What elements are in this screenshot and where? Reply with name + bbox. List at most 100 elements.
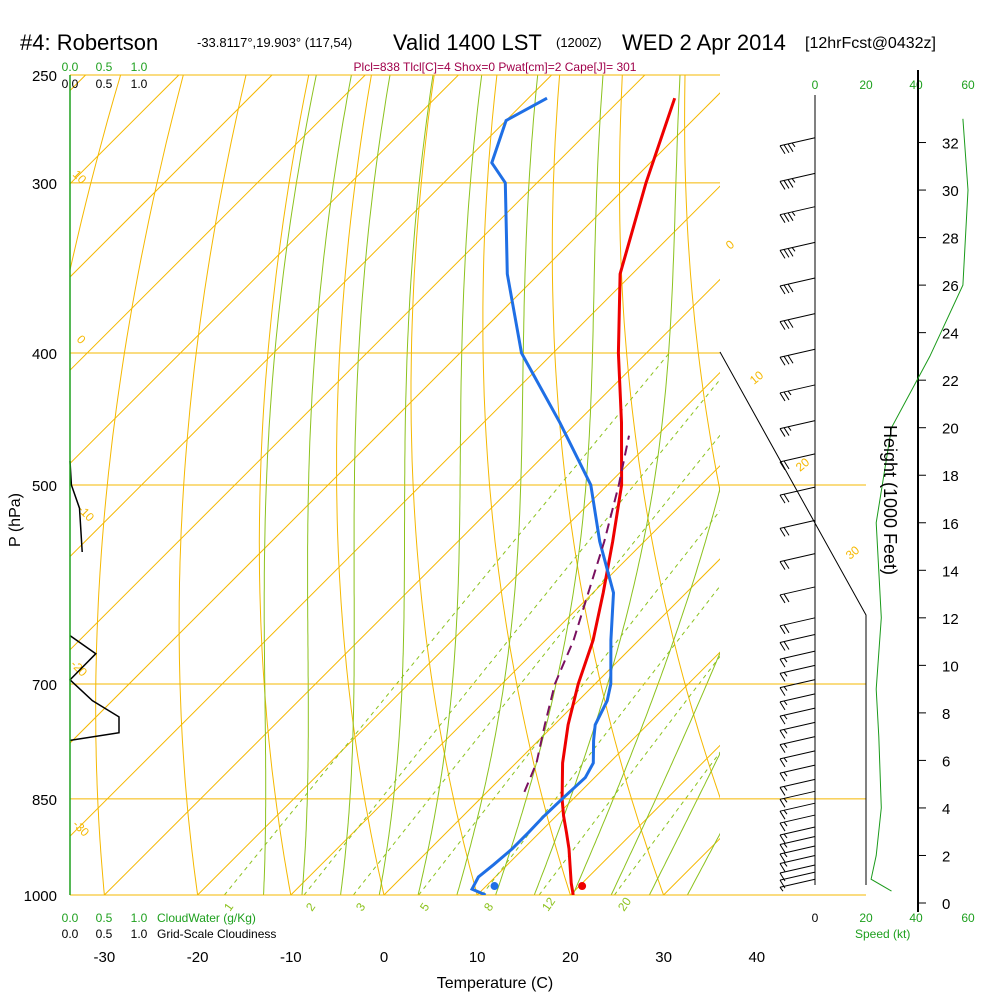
wind-barb-half-flag bbox=[783, 786, 788, 791]
wind-barb-half-flag bbox=[779, 886, 784, 892]
speed-scale-top: 40 bbox=[909, 78, 923, 92]
forecast-run: [12hrFcst@0432z] bbox=[805, 35, 936, 52]
wind-barb-half-flag bbox=[787, 426, 792, 431]
isotherm-label: 0 bbox=[723, 237, 737, 252]
mixing-ratio-line bbox=[224, 352, 670, 895]
dry-adiabat-line bbox=[336, 75, 385, 895]
wind-barb-flag bbox=[783, 427, 790, 436]
height-tick-label: 8 bbox=[942, 706, 950, 723]
sounding-profiles bbox=[469, 96, 677, 895]
speed-scale-bottom: 60 bbox=[961, 911, 975, 925]
utc-time: (1200Z) bbox=[556, 35, 602, 50]
wind-barb-flag bbox=[787, 248, 794, 257]
wind-barb bbox=[779, 864, 816, 882]
isotherm-label: 30 bbox=[843, 543, 862, 563]
wind-barb-flag bbox=[779, 744, 786, 753]
wind-barb-flag bbox=[779, 853, 786, 863]
wind-barb-half-flag bbox=[791, 178, 796, 183]
wind-barb-flag bbox=[779, 428, 786, 437]
wind-barb-flag bbox=[779, 494, 786, 504]
cloudwater-scale-top: 1.0 bbox=[131, 60, 148, 74]
wind-barb-staff bbox=[779, 845, 816, 855]
wind-barb bbox=[779, 172, 816, 190]
wind-barb-flag bbox=[779, 392, 786, 402]
wind-barb-flag bbox=[783, 144, 790, 154]
wind-barb-staff bbox=[779, 750, 816, 760]
wind-barb-flag bbox=[779, 357, 786, 366]
wind-barb-flag bbox=[779, 687, 786, 696]
mixing-ratio-label: 5 bbox=[417, 900, 432, 914]
pressure-tick-label: 250 bbox=[32, 68, 57, 85]
temperature-tick-label: 10 bbox=[469, 949, 486, 966]
speed-scale-top: 0 bbox=[812, 78, 819, 92]
moist-adiabat-line bbox=[709, 51, 1000, 924]
wind-barb-flag bbox=[779, 461, 786, 471]
mixing-ratio-label: 2 bbox=[303, 900, 318, 914]
station-title: #4: Robertson bbox=[20, 30, 158, 55]
wind-barb-flag bbox=[779, 658, 786, 668]
mixing-ratio-label: 3 bbox=[353, 900, 368, 914]
wind-barb-flag bbox=[779, 715, 786, 725]
moist-adiabat-line bbox=[495, 75, 604, 895]
parcel-line bbox=[523, 435, 630, 793]
wind-barb-flag bbox=[783, 560, 790, 569]
wind-barb-flag bbox=[779, 772, 786, 782]
pressure-tick-label: 850 bbox=[32, 792, 57, 809]
dry-adiabat-line bbox=[410, 75, 478, 895]
wind-barb-flag bbox=[779, 285, 786, 295]
wind-barb bbox=[779, 384, 816, 402]
wind-barb bbox=[779, 617, 816, 635]
height-tick-label: 0 bbox=[942, 896, 950, 913]
wind-barb bbox=[779, 241, 816, 259]
height-tick-label: 4 bbox=[942, 801, 950, 818]
wind-barb-staff bbox=[779, 553, 816, 563]
moist-adiabat-line bbox=[610, 651, 720, 895]
speed-scale-bottom: 40 bbox=[909, 911, 923, 925]
wind-barb-flag bbox=[787, 143, 794, 153]
wind-barb-staff bbox=[779, 420, 816, 430]
isobar-lines bbox=[70, 74, 866, 896]
wind-barb-flag bbox=[783, 391, 790, 401]
wind-barb-staff bbox=[779, 802, 816, 812]
mixing-ratio-label: 12 bbox=[539, 894, 558, 913]
wind-barb-flag bbox=[783, 493, 790, 503]
wind-barb-staff bbox=[779, 348, 816, 358]
wind-barb-flag bbox=[779, 844, 786, 853]
temperature-tick-label: 30 bbox=[655, 949, 672, 966]
wind-barb bbox=[779, 453, 816, 471]
wind-barb bbox=[779, 679, 816, 696]
height-tick-label: 26 bbox=[942, 278, 959, 295]
wind-barb-flag bbox=[779, 787, 786, 796]
wind-barb bbox=[779, 778, 816, 796]
height-tick-label: 6 bbox=[942, 753, 950, 770]
moist-adiabat-line bbox=[378, 75, 434, 895]
wind-barb-staff bbox=[779, 586, 816, 596]
thermo-grid bbox=[70, 51, 1000, 924]
wind-barb bbox=[779, 313, 816, 330]
wind-barb-half-flag bbox=[783, 757, 788, 763]
wind-barb-flag bbox=[779, 561, 786, 570]
dry-adiabat-line bbox=[996, 51, 1000, 924]
wind-barb bbox=[779, 486, 816, 504]
wind-barb-flag bbox=[783, 356, 790, 365]
surface-temperature-point bbox=[578, 882, 587, 891]
wind-barb-flag bbox=[783, 284, 790, 294]
wind-barb bbox=[779, 802, 816, 820]
dry-adiabat-label: 10 bbox=[70, 167, 90, 187]
wind-barb-half-flag bbox=[791, 247, 796, 252]
height-tick-label: 32 bbox=[942, 136, 959, 153]
wind-barb bbox=[779, 845, 816, 863]
wind-barb-flag bbox=[787, 283, 794, 293]
wind-barb-flag bbox=[779, 863, 786, 872]
wind-barb bbox=[779, 736, 816, 753]
speed-scale-top: 60 bbox=[961, 78, 975, 92]
wind-barb bbox=[779, 854, 816, 872]
wind-barb-flag bbox=[787, 319, 794, 328]
temperature-tick-label: -10 bbox=[280, 949, 302, 966]
wind-barb-staff bbox=[779, 617, 816, 627]
height-tick-label: 24 bbox=[942, 326, 959, 343]
wind-barb-half-flag bbox=[783, 743, 788, 748]
forecast-date: WED 2 Apr 2014 bbox=[622, 30, 786, 55]
moist-adiabat-line bbox=[533, 75, 681, 895]
